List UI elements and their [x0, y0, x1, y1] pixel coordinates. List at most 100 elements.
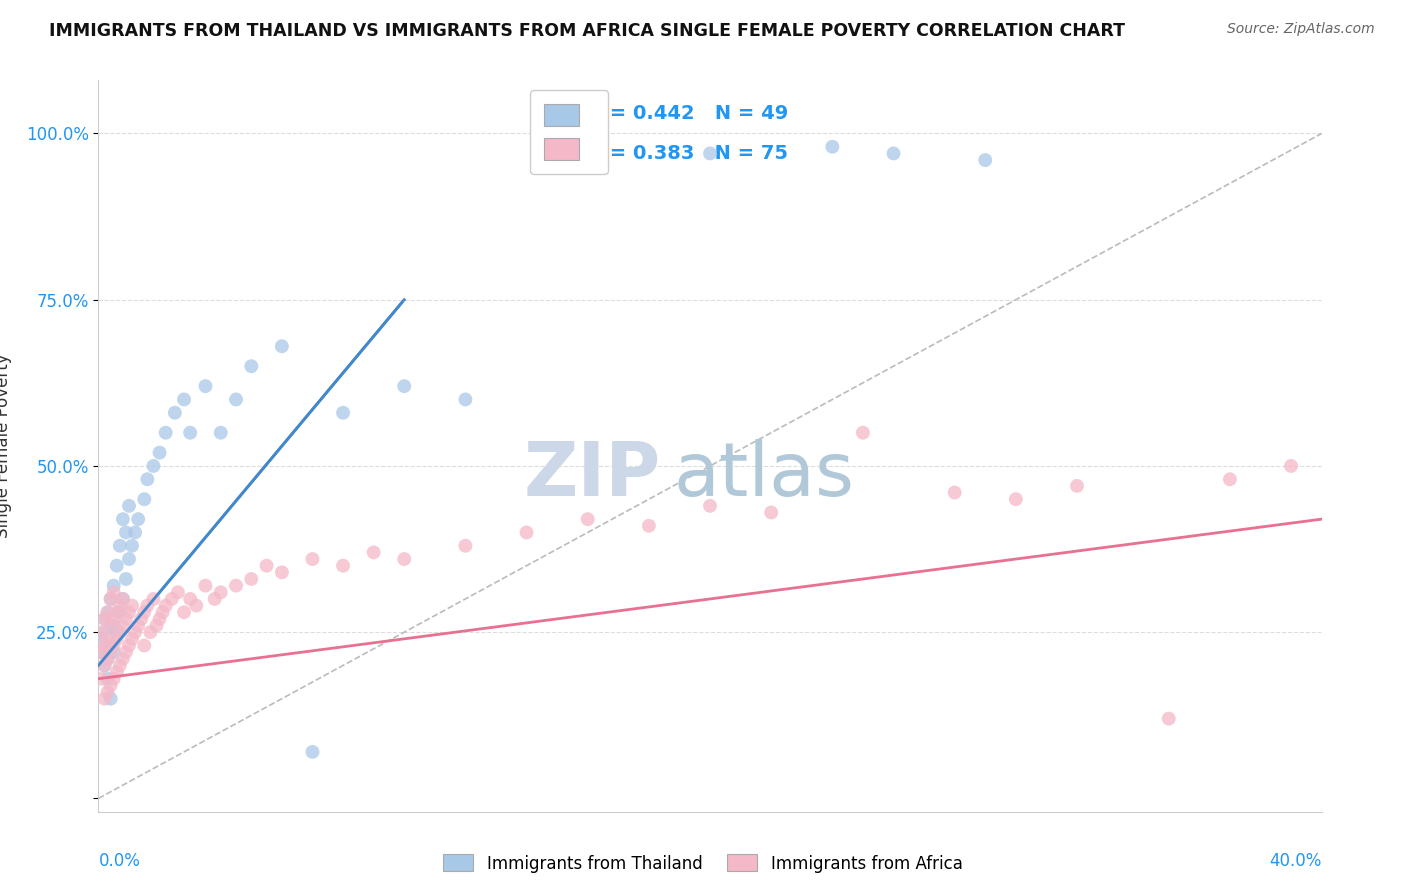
Point: [209, 585, 232, 599]
Point: [173, 392, 195, 407]
Point: [163, 406, 186, 420]
Point: [256, 558, 278, 573]
Point: [108, 605, 131, 619]
Text: R = 0.442   N = 49: R = 0.442 N = 49: [588, 103, 787, 123]
Text: atlas: atlas: [673, 439, 855, 512]
Point: [194, 579, 217, 593]
Point: [136, 472, 159, 486]
Point: [852, 425, 875, 440]
Point: [105, 632, 128, 646]
Point: [301, 552, 323, 566]
Point: [121, 599, 143, 613]
Point: [97, 605, 120, 619]
Point: [167, 585, 190, 599]
Point: [759, 506, 782, 520]
Point: [108, 599, 131, 613]
Point: [103, 579, 125, 593]
Point: [194, 379, 217, 393]
Legend: Immigrants from Thailand, Immigrants from Africa: Immigrants from Thailand, Immigrants fro…: [437, 847, 969, 880]
Point: [93, 658, 115, 673]
Point: [136, 599, 159, 613]
Point: [118, 639, 141, 653]
Point: [108, 625, 131, 640]
Point: [90, 645, 112, 659]
Point: [155, 599, 177, 613]
Point: [883, 146, 905, 161]
Point: [115, 645, 138, 659]
Point: [121, 632, 143, 646]
Point: [100, 591, 122, 606]
Point: [301, 745, 323, 759]
Text: Source: ZipAtlas.com: Source: ZipAtlas.com: [1227, 22, 1375, 37]
Point: [111, 652, 134, 666]
Point: [111, 512, 134, 526]
Point: [179, 425, 201, 440]
Point: [103, 639, 125, 653]
Point: [152, 605, 174, 619]
Point: [93, 658, 115, 673]
Point: [97, 605, 120, 619]
Point: [127, 618, 149, 632]
Point: [392, 379, 416, 393]
Point: [155, 425, 177, 440]
Text: 0.0%: 0.0%: [98, 852, 141, 870]
Point: [93, 612, 115, 626]
Point: [240, 572, 263, 586]
Text: R = 0.383   N = 75: R = 0.383 N = 75: [588, 144, 787, 163]
Text: IMMIGRANTS FROM THAILAND VS IMMIGRANTS FROM AFRICA SINGLE FEMALE POVERTY CORRELA: IMMIGRANTS FROM THAILAND VS IMMIGRANTS F…: [49, 22, 1125, 40]
Point: [100, 691, 122, 706]
Point: [145, 618, 167, 632]
Point: [392, 552, 416, 566]
Point: [108, 539, 131, 553]
Point: [149, 612, 172, 626]
Point: [699, 146, 721, 161]
Point: [105, 558, 128, 573]
Point: [454, 539, 477, 553]
Point: [209, 425, 232, 440]
Point: [225, 392, 247, 407]
Point: [134, 492, 156, 507]
Point: [124, 525, 146, 540]
Point: [134, 639, 156, 653]
Point: [97, 652, 120, 666]
Point: [134, 605, 156, 619]
Point: [516, 525, 538, 540]
Point: [103, 672, 125, 686]
Point: [121, 539, 143, 553]
Point: [118, 499, 141, 513]
Point: [93, 625, 115, 640]
Point: [100, 645, 122, 659]
Point: [1279, 458, 1302, 473]
Point: [124, 625, 146, 640]
Point: [115, 612, 138, 626]
Point: [115, 525, 138, 540]
Point: [105, 665, 128, 679]
Point: [943, 485, 966, 500]
Point: [90, 672, 112, 686]
Point: [454, 392, 477, 407]
Point: [90, 625, 112, 640]
Point: [270, 566, 292, 580]
Point: [97, 632, 120, 646]
Point: [100, 678, 122, 692]
Point: [111, 591, 134, 606]
Point: [1219, 472, 1241, 486]
Point: [1066, 479, 1088, 493]
Point: [115, 572, 138, 586]
Point: [93, 639, 115, 653]
Point: [103, 618, 125, 632]
Text: ZIP: ZIP: [524, 439, 661, 512]
Point: [100, 591, 122, 606]
Point: [173, 605, 195, 619]
Point: [160, 591, 183, 606]
Point: [97, 652, 120, 666]
Point: [576, 512, 599, 526]
Point: [139, 625, 162, 640]
Point: [1157, 712, 1180, 726]
Y-axis label: Single Female Poverty: Single Female Poverty: [0, 354, 11, 538]
Point: [100, 618, 122, 632]
Point: [204, 591, 226, 606]
Point: [97, 685, 120, 699]
Point: [103, 645, 125, 659]
Point: [363, 545, 385, 559]
